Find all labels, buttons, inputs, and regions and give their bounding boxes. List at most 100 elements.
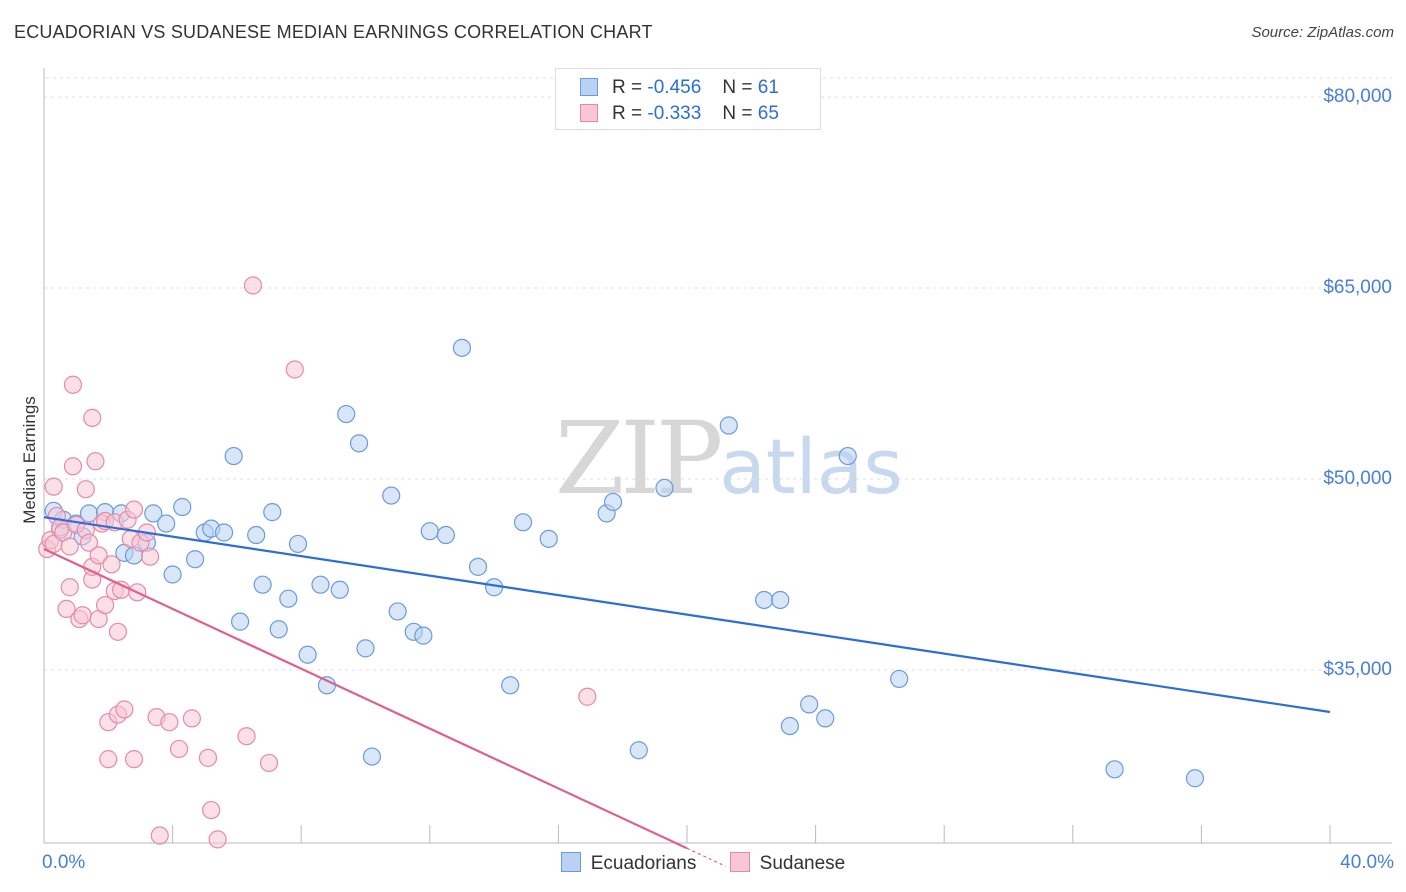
sudanese-point xyxy=(150,826,169,845)
x-tick-label-max: 40.0% xyxy=(1340,852,1394,873)
ecuadorians-point xyxy=(838,446,857,466)
legend-label: Ecuadorians xyxy=(590,853,697,874)
sudanese-point xyxy=(102,555,121,574)
sudanese-point xyxy=(73,606,92,625)
ecuadorians-point xyxy=(337,404,356,424)
ecuadorians-point xyxy=(214,523,234,542)
ecuadorians-point xyxy=(362,747,382,766)
ecuadorians-point xyxy=(603,492,623,512)
sudanese-point xyxy=(124,500,144,519)
sudanese-point xyxy=(44,477,63,496)
ecuadorians-point xyxy=(414,626,433,645)
ecuadorians-point xyxy=(356,639,375,658)
sudanese-point xyxy=(202,800,221,820)
ecuadorians-point xyxy=(719,416,738,435)
ecuadorians-point xyxy=(263,503,282,522)
legend-item-ecuadorians[interactable]: Ecuadorians xyxy=(560,852,697,875)
chart-source: Source: ZipAtlas.com xyxy=(1251,24,1394,41)
chart-title: ECUADORIAN VS SUDANESE MEDIAN EARNINGS C… xyxy=(14,22,653,42)
ecuadorians-point xyxy=(388,602,407,621)
ecuadorians-point xyxy=(298,645,317,664)
sudanese-trend-line xyxy=(43,548,688,850)
ecuadorians-point xyxy=(330,580,349,599)
watermark-zip: ZIP xyxy=(555,400,723,517)
stats-row-sudanese: R = -0.333 N = 65 xyxy=(580,103,779,125)
swatch-sudanese xyxy=(580,104,598,122)
r-value: -0.333 xyxy=(647,103,702,124)
ecuadorians-point xyxy=(311,575,330,594)
swatch-ecuadorians xyxy=(580,78,598,96)
y-tick-label: $35,000 xyxy=(1323,659,1392,680)
stats-row-ecuadorians: R = -0.456 N = 61 xyxy=(580,77,779,99)
n-label: N = xyxy=(722,77,753,98)
r-label: R = xyxy=(612,103,643,124)
legend-label: Sudanese xyxy=(759,853,846,874)
legend-item-sudanese[interactable]: Sudanese xyxy=(729,852,846,875)
watermark: ZIPatlas xyxy=(555,400,903,517)
n-value: 61 xyxy=(757,77,779,98)
sudanese-point xyxy=(60,578,79,597)
ecuadorians-point xyxy=(436,525,455,545)
r-label: R = xyxy=(612,77,643,98)
legend-swatch-ecuadorians xyxy=(560,852,581,872)
y-tick-label: $65,000 xyxy=(1323,277,1392,298)
r-value: -0.456 xyxy=(647,77,702,98)
sudanese-point xyxy=(578,687,597,706)
sudanese-point xyxy=(285,360,304,379)
x-tick-label-min: 0.0% xyxy=(42,852,86,873)
sudanese-point xyxy=(198,748,218,767)
sudanese-trend-extension xyxy=(686,847,726,867)
ecuadorians-point xyxy=(317,676,337,695)
sudanese-point xyxy=(208,830,227,849)
ecuadorians-point xyxy=(1185,769,1205,788)
ecuadorians-point xyxy=(755,590,774,610)
ecuadorians-point xyxy=(224,446,243,466)
ecuadorians-point xyxy=(629,741,648,760)
sudanese-point xyxy=(182,709,201,728)
ecuadorians-point xyxy=(780,716,799,736)
ecuadorians-point xyxy=(501,676,520,695)
sudanese-point xyxy=(86,452,105,471)
stats-legend: R = -0.456 N = 61 R = -0.333 N = 65 xyxy=(555,68,821,130)
ecuadorians-point xyxy=(269,620,288,639)
ecuadorians-point xyxy=(157,514,176,533)
y-tick-label: $80,000 xyxy=(1323,86,1392,107)
sudanese-point xyxy=(108,622,128,641)
ecuadorians-point xyxy=(144,504,163,523)
sudanese-point xyxy=(63,375,83,394)
ecuadorians-point xyxy=(163,565,182,584)
ecuadorians-point xyxy=(800,695,819,714)
sudanese-point xyxy=(95,595,115,615)
sudanese-point xyxy=(169,739,189,759)
ecuadorians-point xyxy=(771,590,790,610)
ecuadorians-point xyxy=(382,486,401,505)
sudanese-point xyxy=(99,750,118,769)
sudanese-point xyxy=(60,537,79,556)
ecuadorians-trend-line xyxy=(43,516,1331,714)
ecuadorians-point xyxy=(539,529,558,548)
sudanese-point xyxy=(89,546,108,565)
watermark-atlas: atlas xyxy=(719,422,903,511)
ecuadorians-point xyxy=(468,557,488,576)
ecuadorians-point xyxy=(890,669,909,689)
sudanese-point xyxy=(243,276,263,295)
ecuadorians-point xyxy=(513,513,533,532)
ecuadorians-point xyxy=(816,709,835,728)
n-value: 65 xyxy=(757,103,779,124)
sudanese-point xyxy=(63,457,83,476)
sudanese-point xyxy=(115,700,134,719)
sudanese-point xyxy=(79,533,99,552)
sudanese-point xyxy=(140,547,160,566)
ecuadorians-point xyxy=(186,550,205,569)
sudanese-point xyxy=(124,750,144,769)
ecuadorians-point xyxy=(420,522,439,541)
sudanese-point xyxy=(83,408,102,427)
series-legend: Ecuadorians Sudanese xyxy=(0,852,1406,875)
sudanese-point xyxy=(237,727,256,746)
legend-swatch-sudanese xyxy=(729,852,750,872)
n-label: N = xyxy=(722,103,753,124)
ecuadorians-point xyxy=(173,497,192,517)
y-tick-label: $50,000 xyxy=(1323,468,1392,489)
ecuadorians-point xyxy=(452,338,472,357)
